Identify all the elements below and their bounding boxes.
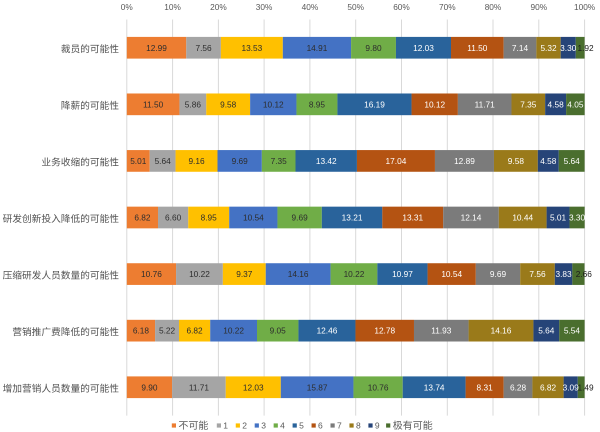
svg-text:80%: 80% bbox=[485, 2, 502, 12]
svg-text:12.46: 12.46 bbox=[317, 326, 338, 336]
svg-text:13.53: 13.53 bbox=[241, 43, 262, 53]
svg-text:70%: 70% bbox=[439, 2, 456, 12]
svg-text:11.50: 11.50 bbox=[143, 99, 164, 109]
svg-text:12.78: 12.78 bbox=[374, 326, 395, 336]
svg-text:6.82: 6.82 bbox=[134, 213, 151, 223]
svg-text:10.97: 10.97 bbox=[392, 269, 413, 279]
svg-text:20%: 20% bbox=[210, 2, 227, 12]
svg-text:8.31: 8.31 bbox=[477, 382, 494, 392]
svg-text:10.22: 10.22 bbox=[344, 269, 365, 279]
svg-text:3.30: 3.30 bbox=[560, 43, 577, 53]
svg-text:5.01: 5.01 bbox=[550, 213, 567, 223]
svg-text:10.54: 10.54 bbox=[441, 269, 462, 279]
svg-text:7.56: 7.56 bbox=[529, 269, 546, 279]
svg-text:13.21: 13.21 bbox=[342, 213, 363, 223]
svg-text:12.99: 12.99 bbox=[146, 43, 167, 53]
svg-text:50%: 50% bbox=[347, 2, 364, 12]
svg-text:8.95: 8.95 bbox=[201, 213, 218, 223]
svg-text:7.14: 7.14 bbox=[512, 43, 529, 53]
svg-text:10.54: 10.54 bbox=[243, 213, 264, 223]
svg-text:3.83: 3.83 bbox=[555, 269, 572, 279]
svg-text:6: 6 bbox=[318, 420, 323, 430]
svg-text:6.28: 6.28 bbox=[510, 382, 527, 392]
svg-text:13.74: 13.74 bbox=[424, 382, 445, 392]
svg-text:5.64: 5.64 bbox=[538, 326, 555, 336]
svg-text:30%: 30% bbox=[256, 2, 273, 12]
svg-text:10.44: 10.44 bbox=[512, 213, 533, 223]
svg-text:4: 4 bbox=[280, 420, 285, 430]
svg-text:15.87: 15.87 bbox=[307, 382, 328, 392]
svg-text:12.03: 12.03 bbox=[413, 43, 434, 53]
svg-text:5: 5 bbox=[299, 420, 304, 430]
svg-text:10.22: 10.22 bbox=[189, 269, 210, 279]
svg-text:11.50: 11.50 bbox=[467, 43, 488, 53]
svg-text:5.64: 5.64 bbox=[564, 156, 581, 166]
svg-text:1.49: 1.49 bbox=[578, 382, 595, 392]
svg-text:7: 7 bbox=[337, 420, 342, 430]
svg-text:5.86: 5.86 bbox=[185, 99, 202, 109]
svg-text:8.95: 8.95 bbox=[309, 99, 326, 109]
svg-text:9.69: 9.69 bbox=[292, 213, 309, 223]
svg-text:4.58: 4.58 bbox=[548, 99, 565, 109]
svg-text:5.32: 5.32 bbox=[540, 43, 557, 53]
svg-text:90%: 90% bbox=[530, 2, 547, 12]
svg-text:7.35: 7.35 bbox=[520, 99, 537, 109]
svg-text:10.76: 10.76 bbox=[141, 269, 162, 279]
svg-text:60%: 60% bbox=[393, 2, 410, 12]
svg-text:10.22: 10.22 bbox=[223, 326, 244, 336]
svg-text:6.82: 6.82 bbox=[187, 326, 204, 336]
svg-text:9.69: 9.69 bbox=[490, 269, 507, 279]
svg-text:9: 9 bbox=[375, 420, 380, 430]
svg-text:9.80: 9.80 bbox=[365, 43, 382, 53]
svg-text:5.54: 5.54 bbox=[564, 326, 581, 336]
svg-text:12.14: 12.14 bbox=[461, 213, 482, 223]
svg-text:9.58: 9.58 bbox=[220, 99, 237, 109]
svg-text:11.71: 11.71 bbox=[189, 382, 210, 392]
svg-text:9.05: 9.05 bbox=[270, 326, 287, 336]
svg-text:11.71: 11.71 bbox=[475, 99, 496, 109]
svg-text:6.82: 6.82 bbox=[540, 382, 557, 392]
svg-text:5.01: 5.01 bbox=[130, 156, 147, 166]
svg-text:5.64: 5.64 bbox=[155, 156, 172, 166]
svg-text:9.58: 9.58 bbox=[508, 156, 525, 166]
svg-text:14.16: 14.16 bbox=[491, 326, 512, 336]
svg-text:0%: 0% bbox=[121, 2, 134, 12]
svg-text:12.03: 12.03 bbox=[243, 382, 264, 392]
svg-text:13.31: 13.31 bbox=[402, 213, 423, 223]
svg-text:10%: 10% bbox=[164, 2, 181, 12]
svg-text:4.05: 4.05 bbox=[567, 99, 584, 109]
svg-text:14.91: 14.91 bbox=[307, 43, 328, 53]
svg-text:4.58: 4.58 bbox=[540, 156, 557, 166]
svg-text:7.56: 7.56 bbox=[195, 43, 212, 53]
svg-text:10.76: 10.76 bbox=[368, 382, 389, 392]
svg-text:17.04: 17.04 bbox=[386, 156, 407, 166]
svg-text:3: 3 bbox=[261, 420, 266, 430]
svg-text:9.69: 9.69 bbox=[232, 156, 249, 166]
svg-text:40%: 40% bbox=[302, 2, 319, 12]
svg-text:13.42: 13.42 bbox=[316, 156, 337, 166]
svg-text:100%: 100% bbox=[574, 2, 596, 12]
svg-text:9.90: 9.90 bbox=[141, 382, 158, 392]
svg-text:9.37: 9.37 bbox=[236, 269, 253, 279]
svg-text:6.18: 6.18 bbox=[133, 326, 150, 336]
svg-text:1.92: 1.92 bbox=[578, 43, 595, 53]
svg-text:10.12: 10.12 bbox=[263, 99, 284, 109]
svg-text:14.16: 14.16 bbox=[288, 269, 309, 279]
svg-text:7.35: 7.35 bbox=[271, 156, 288, 166]
svg-text:6.60: 6.60 bbox=[165, 213, 182, 223]
svg-text:16.19: 16.19 bbox=[364, 99, 385, 109]
svg-text:2: 2 bbox=[242, 420, 247, 430]
svg-text:11.93: 11.93 bbox=[431, 326, 452, 336]
svg-text:3.09: 3.09 bbox=[563, 382, 580, 392]
svg-text:3.30: 3.30 bbox=[569, 213, 586, 223]
svg-text:8: 8 bbox=[356, 420, 361, 430]
svg-text:10.12: 10.12 bbox=[424, 99, 445, 109]
svg-text:12.89: 12.89 bbox=[454, 156, 475, 166]
svg-text:2.66: 2.66 bbox=[576, 269, 593, 279]
svg-text:1: 1 bbox=[223, 420, 228, 430]
svg-text:5.22: 5.22 bbox=[159, 326, 176, 336]
svg-text:9.16: 9.16 bbox=[188, 156, 205, 166]
